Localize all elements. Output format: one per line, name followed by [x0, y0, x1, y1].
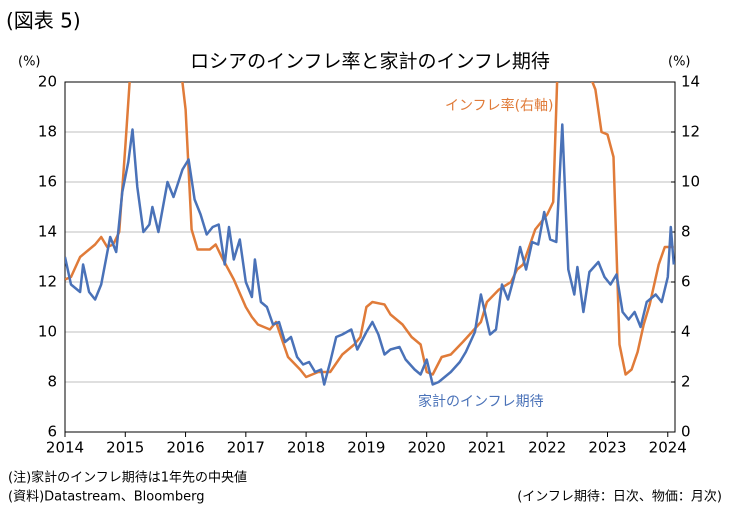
y2-tick-label: 12: [681, 123, 700, 141]
y-tick-label: 16: [38, 173, 57, 191]
source: (資料)Datastream、Bloomberg: [8, 490, 204, 505]
series-line: [65, 123, 675, 386]
x-tick-label: 2023: [588, 439, 626, 457]
x-tick-label: 2018: [287, 439, 325, 457]
x-tick-label: 2015: [106, 439, 144, 457]
y2-tick-label: 2: [681, 373, 691, 391]
figure-label: (図表 5): [6, 9, 81, 33]
y-tick-label: 10: [38, 323, 57, 341]
x-tick-label: 2022: [528, 439, 566, 457]
y2-tick-label: 0: [681, 423, 691, 441]
y2-tick-label: 8: [681, 223, 691, 241]
series-line: [65, 82, 674, 379]
plot-frame: [64, 81, 676, 433]
y-tick-label: 6: [47, 423, 57, 441]
note: (注)家計のインフレ期待は1年先の中央値: [8, 470, 247, 486]
y2-tick-label: 10: [681, 173, 700, 191]
y-tick-label: 14: [38, 223, 57, 241]
y-unit: (%): [18, 55, 41, 70]
x-tick-label: 2020: [408, 439, 446, 457]
x-tick-label: 2024: [649, 439, 687, 457]
x-tick-label: 2014: [46, 439, 84, 457]
y2-tick-label: 6: [681, 273, 691, 291]
x-tick-label: 2021: [468, 439, 506, 457]
y-tick-label: 18: [38, 123, 57, 141]
x-tick-label: 2017: [227, 439, 265, 457]
y-tick-label: 12: [38, 273, 57, 291]
series-label: 家計のインフレ期待: [418, 393, 544, 410]
frequency-note: (インフレ期待：日次、物価：月次): [517, 489, 722, 505]
chart-title: ロシアのインフレ率と家計のインフレ期待: [190, 51, 550, 73]
x-tick-label: 2019: [347, 439, 385, 457]
x-tick-label: 2016: [166, 439, 204, 457]
y-tick-label: 20: [38, 73, 57, 91]
series-label: インフレ率(右軸): [445, 97, 554, 114]
y2-tick-label: 4: [681, 323, 691, 341]
y2-unit: (%): [668, 55, 691, 70]
y2-tick-label: 14: [681, 73, 700, 91]
y-tick-label: 8: [47, 373, 57, 391]
